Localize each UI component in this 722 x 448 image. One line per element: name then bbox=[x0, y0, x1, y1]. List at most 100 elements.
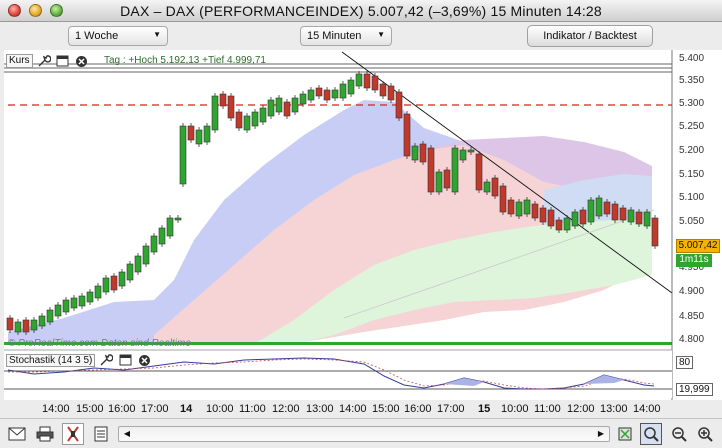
close-panel-icon[interactable] bbox=[74, 54, 90, 69]
period-select[interactable]: 1 Woche ▼ bbox=[68, 26, 168, 46]
time-axis-label: 15:00 bbox=[76, 403, 104, 415]
time-axis-label: 11:00 bbox=[534, 403, 561, 415]
chevron-down-icon: ▼ bbox=[153, 30, 161, 39]
candle-body bbox=[475, 153, 483, 191]
zoom-out-icon[interactable] bbox=[668, 423, 690, 445]
window-icon[interactable] bbox=[117, 353, 133, 368]
wrench-icon[interactable] bbox=[98, 353, 114, 368]
candle-body bbox=[571, 211, 579, 227]
candle-body bbox=[635, 211, 643, 225]
candle-body bbox=[347, 79, 355, 95]
interval-select-value: 15 Minuten bbox=[307, 30, 362, 42]
time-axis-label: 14:00 bbox=[339, 403, 367, 415]
candle-body bbox=[283, 101, 291, 117]
candle-body bbox=[219, 93, 227, 107]
wrench-icon[interactable] bbox=[36, 54, 52, 69]
time-axis: 14:00 15:00 16:00 17:00 14 10:00 11:00 12:00 13:… bbox=[4, 400, 722, 418]
candle-body bbox=[30, 319, 38, 331]
candle-body bbox=[315, 87, 323, 97]
time-axis-label: 13:00 bbox=[306, 403, 334, 415]
candle-body bbox=[491, 177, 499, 197]
candle-body bbox=[467, 149, 475, 153]
price-axis-label: 5.100 bbox=[679, 192, 705, 203]
candle-body bbox=[523, 199, 531, 215]
candle-body bbox=[483, 181, 491, 193]
time-axis-label: 14:00 bbox=[42, 403, 70, 415]
bar-timer-badge: 1m11s bbox=[676, 254, 712, 267]
scroll-right-icon[interactable]: ▶ bbox=[597, 429, 605, 438]
candle-body bbox=[134, 255, 142, 273]
interval-select[interactable]: 15 Minuten ▼ bbox=[300, 26, 392, 46]
candle-body bbox=[174, 217, 182, 221]
close-window-button[interactable] bbox=[8, 4, 21, 17]
zoom-in-icon[interactable] bbox=[694, 423, 716, 445]
candle-body bbox=[6, 317, 14, 331]
time-axis-label: 14 bbox=[180, 403, 193, 415]
window-icon[interactable] bbox=[55, 54, 71, 69]
candle-body bbox=[515, 201, 523, 217]
candle-body bbox=[371, 75, 379, 91]
minimize-window-button[interactable] bbox=[29, 4, 42, 17]
candle-body bbox=[379, 83, 387, 97]
time-axis-label: 16:00 bbox=[108, 403, 136, 415]
price-axis-label: 5.400 bbox=[679, 53, 705, 64]
compress-icon[interactable] bbox=[614, 423, 636, 445]
candle-body bbox=[435, 171, 443, 193]
candle-body bbox=[411, 145, 419, 161]
candle-body bbox=[331, 89, 339, 99]
candle-body bbox=[150, 235, 158, 253]
candle-body bbox=[78, 295, 86, 307]
zoom-window-button[interactable] bbox=[50, 4, 63, 17]
time-axis-label: 16:00 bbox=[404, 403, 432, 415]
candle-body bbox=[451, 147, 459, 193]
time-axis-label: 13:00 bbox=[600, 403, 628, 415]
indicator-backtest-button[interactable]: Indikator / Backtest bbox=[527, 25, 653, 47]
candle-body bbox=[158, 227, 166, 245]
price-panel-controls: Kurs bbox=[6, 53, 90, 69]
candle-body bbox=[227, 95, 235, 119]
candle-body bbox=[291, 97, 299, 113]
watermark: © ProRealTime.com Daten sind Realtime bbox=[8, 338, 191, 349]
candle-body bbox=[275, 97, 283, 113]
stochastic-panel-controls: Stochastik (14 3 5) bbox=[6, 353, 152, 367]
price-axis-label: 5.050 bbox=[679, 216, 705, 227]
price-axis-label: 5.250 bbox=[679, 121, 705, 132]
candle-body bbox=[555, 219, 563, 231]
bottom-toolbar: ◀ ▶ bbox=[0, 418, 722, 448]
zoom-select-icon[interactable] bbox=[640, 423, 662, 445]
candle-body bbox=[499, 185, 507, 213]
candle-body bbox=[259, 107, 267, 123]
scroll-left-icon[interactable]: ◀ bbox=[123, 429, 131, 438]
notes-icon[interactable] bbox=[90, 423, 112, 445]
candle-body bbox=[86, 291, 94, 303]
title-bar: DAX – DAX (PERFORMANCEINDEX) 5.007,42 (–… bbox=[0, 0, 722, 22]
candle-body bbox=[251, 111, 259, 127]
time-axis-label: 10:00 bbox=[501, 403, 529, 415]
candle-body bbox=[459, 149, 467, 161]
printer-icon[interactable] bbox=[34, 423, 56, 445]
candle-body bbox=[587, 199, 595, 223]
candle-body bbox=[203, 125, 211, 143]
mail-icon[interactable] bbox=[6, 423, 28, 445]
price-axis-label: 4.950 bbox=[679, 262, 705, 273]
candle-body bbox=[531, 203, 539, 219]
candle-body bbox=[539, 207, 547, 223]
candle-body bbox=[235, 111, 243, 129]
candle-body bbox=[611, 203, 619, 221]
candle-body bbox=[62, 299, 70, 313]
candle-body bbox=[195, 129, 203, 145]
time-scrollbar[interactable]: ◀ ▶ bbox=[118, 426, 610, 442]
candle-body bbox=[307, 89, 315, 101]
price-axis-label: 4.800 bbox=[679, 334, 705, 345]
candle-body bbox=[643, 211, 651, 227]
time-axis-label: 17:00 bbox=[437, 403, 465, 415]
drawing-tools-icon[interactable] bbox=[62, 423, 84, 445]
close-panel-icon[interactable] bbox=[136, 353, 152, 368]
price-axis-label: 5.300 bbox=[679, 98, 705, 109]
candle-body bbox=[94, 285, 102, 299]
candle-body bbox=[419, 143, 427, 163]
candle-body bbox=[126, 263, 134, 281]
chevron-down-icon: ▼ bbox=[377, 30, 385, 39]
chart-area[interactable] bbox=[4, 50, 722, 400]
price-axis-label: 5.200 bbox=[679, 145, 705, 156]
